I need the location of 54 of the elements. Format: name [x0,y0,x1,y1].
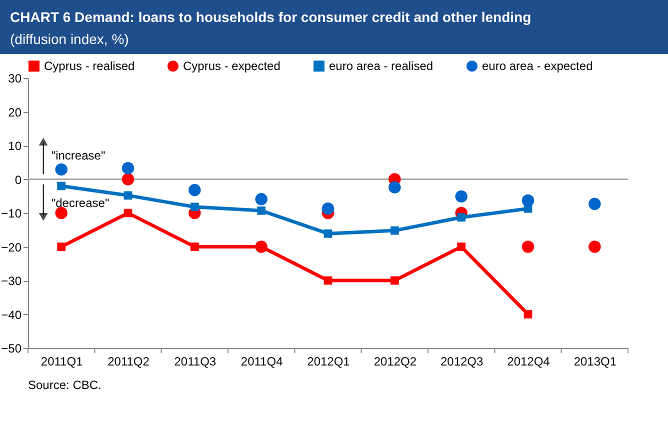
y-tick-label: −20 [1,240,22,254]
y-tick-label: 10 [8,139,22,153]
point [57,242,66,251]
point [124,208,132,218]
y-tick-label: 30 [8,72,22,86]
x-tick-label: 2012Q2 [374,354,417,368]
point [255,193,268,206]
point [588,240,601,253]
annotation: "decrease" [51,196,110,210]
point [55,163,68,176]
x-tick-label: 2012Q3 [440,354,484,368]
point [324,229,332,238]
point [457,242,466,251]
point [390,276,399,285]
point [322,202,334,215]
point [122,173,134,186]
x-tick-label: 2011Q1 [40,354,84,368]
chart-subtitle: (diffusion index, %) [10,31,129,47]
legend-label: Cyprus - realised [44,59,135,74]
chart-title: CHART 6 Demand: loans to households for consumer credit and other lending [10,9,532,25]
point [522,194,534,207]
y-tick-label: −40 [1,308,22,322]
point [588,198,601,210]
point [324,276,332,285]
x-tick-label: 2012Q4 [507,354,550,368]
y-tick-label: 20 [8,105,22,120]
x-tick-label: 2011Q4 [240,354,284,368]
legend-label: euro area - expected [482,59,593,74]
y-tick-label: 0 [14,172,22,187]
point [55,206,68,220]
point [190,242,199,251]
x-tick-label: 2013Q1 [574,354,617,368]
y-tick-label: −30 [1,274,22,288]
y-tick-label: −50 [1,342,22,356]
annotation: "increase" [51,148,106,163]
source-note: Source: CBC. [28,378,102,392]
point [188,184,201,196]
point [388,181,401,194]
x-tick-label: 2012Q1 [307,354,350,368]
x-tick-label: 2011Q3 [174,354,216,368]
point [57,182,66,190]
point [457,213,466,222]
point [122,162,134,174]
legend-label: euro area - realised [329,59,434,74]
point [190,202,199,212]
point [455,190,468,203]
point [390,226,399,235]
point [524,310,532,318]
x-tick-label: 2011Q2 [108,354,150,368]
point [522,240,534,253]
point [257,206,266,215]
legend-label: Cyprus - expected [183,59,280,74]
point [124,191,132,200]
y-tick-label: −10 [1,206,22,220]
